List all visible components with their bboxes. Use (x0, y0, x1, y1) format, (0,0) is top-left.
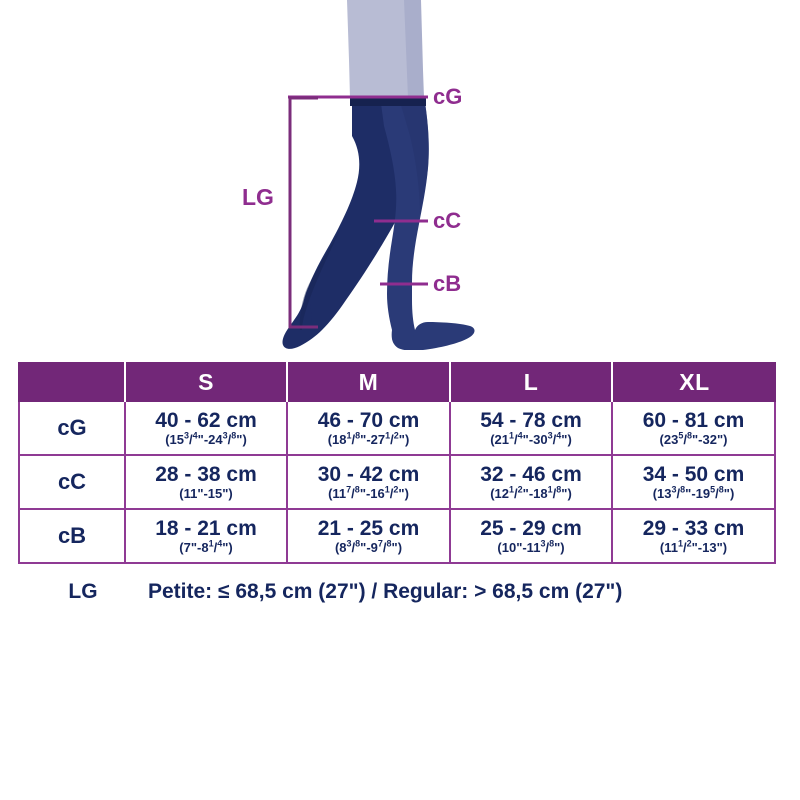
cell-cG-S: 40 - 62 cm (153/4"-243/8") (126, 402, 288, 456)
diagram-label-LG: LG (242, 184, 274, 210)
cell-value-cm: 34 - 50 cm (642, 462, 745, 486)
cell-cG-L: 54 - 78 cm (211/4"-303/4") (451, 402, 613, 456)
cell-cG-M: 46 - 70 cm (181/8"-271/2") (288, 402, 451, 456)
cell-value-cm: 32 - 46 cm (480, 462, 582, 486)
table-header-S: S (126, 362, 288, 402)
size-chart-table: S M L XL cG 40 - 62 cm (153/4"-243/8") 4… (18, 362, 776, 564)
cell-value-cm: 54 - 78 cm (480, 408, 582, 432)
cell-cC-XL: 34 - 50 cm (133/8"-195/8") (613, 456, 776, 510)
cell-value-cm: 30 - 42 cm (317, 462, 420, 486)
diagram-label-cB: cB (433, 271, 461, 296)
cell-cB-L: 25 - 29 cm (10"-113/8") (451, 510, 613, 564)
table-row: cB 18 - 21 cm (7"-81/4") 21 - 25 cm (83/… (18, 510, 776, 564)
table-header-row: S M L XL (18, 362, 776, 402)
cell-value-inches: (11"-15") (179, 485, 233, 501)
table-header-L: L (451, 362, 613, 402)
cell-value-cm: 46 - 70 cm (317, 408, 420, 432)
row-label-cC: cC (18, 456, 126, 510)
cell-value-inches: (10"-113/8") (497, 538, 565, 555)
lg-footer-row: LG Petite: ≤ 68,5 cm (27") / Regular: > … (18, 572, 776, 612)
cell-value-cm: 40 - 62 cm (155, 408, 257, 432)
cell-cC-M: 30 - 42 cm (117/8"-161/2") (288, 456, 451, 510)
cell-value-cm: 60 - 81 cm (642, 408, 745, 432)
leg-measurement-diagram: 􀀀 cG cC cB LG (0, 0, 800, 350)
cell-cC-S: 28 - 38 cm (11"-15") (126, 456, 288, 510)
measurement-bracket-LG (288, 96, 318, 329)
lg-footer-text: Petite: ≤ 68,5 cm (27") / Regular: > 68,… (148, 580, 623, 603)
table-header-M: M (288, 362, 451, 402)
stocking-top-band (350, 96, 426, 106)
cell-value-cm: 25 - 29 cm (480, 516, 582, 540)
diagram-label-cC: cC (433, 208, 461, 233)
table-header-corner (18, 362, 126, 402)
cell-value-cm: 21 - 25 cm (317, 516, 420, 540)
cell-cB-XL: 29 - 33 cm (111/2"-13") (613, 510, 776, 564)
row-label-cG: cG (18, 402, 126, 456)
cell-value-inches: (7"-81/4") (179, 538, 233, 555)
cell-value-inches: (211/4"-303/4") (490, 430, 572, 447)
upper-thigh-shape (347, 0, 424, 98)
cell-value-inches: (121/2"-181/8") (490, 484, 572, 501)
diagram-label-cG: cG (433, 84, 462, 109)
cell-value-cm: 29 - 33 cm (642, 516, 745, 540)
front-leg-shading (398, 96, 429, 216)
cell-value-inches: (117/8"-161/2") (328, 484, 409, 501)
cell-value-inches: (83/8"-97/8") (334, 538, 403, 555)
cell-value-inches: (181/8"-271/2") (327, 430, 410, 447)
row-label-cB: cB (18, 510, 126, 564)
lg-footer-label: LG (68, 580, 98, 603)
cell-cC-L: 32 - 46 cm (121/2"-181/8") (451, 456, 613, 510)
cell-value-inches: (235/8"-32") (659, 430, 728, 447)
cell-value-cm: 18 - 21 cm (155, 516, 257, 540)
table-row: cG 40 - 62 cm (153/4"-243/8") 46 - 70 cm… (18, 402, 776, 456)
table-row: cC 28 - 38 cm (11"-15") 30 - 42 cm (117/… (18, 456, 776, 510)
cell-cB-S: 18 - 21 cm (7"-81/4") (126, 510, 288, 564)
cell-cG-XL: 60 - 81 cm (235/8"-32") (613, 402, 776, 456)
table-header-XL: XL (613, 362, 776, 402)
cell-value-inches: (153/4"-243/8") (165, 430, 247, 447)
cell-value-inches: (111/2"-13") (659, 538, 728, 555)
cell-value-inches: (133/8"-195/8") (652, 484, 735, 501)
cell-value-cm: 28 - 38 cm (155, 462, 257, 486)
cell-cB-M: 21 - 25 cm (83/8"-97/8") (288, 510, 451, 564)
